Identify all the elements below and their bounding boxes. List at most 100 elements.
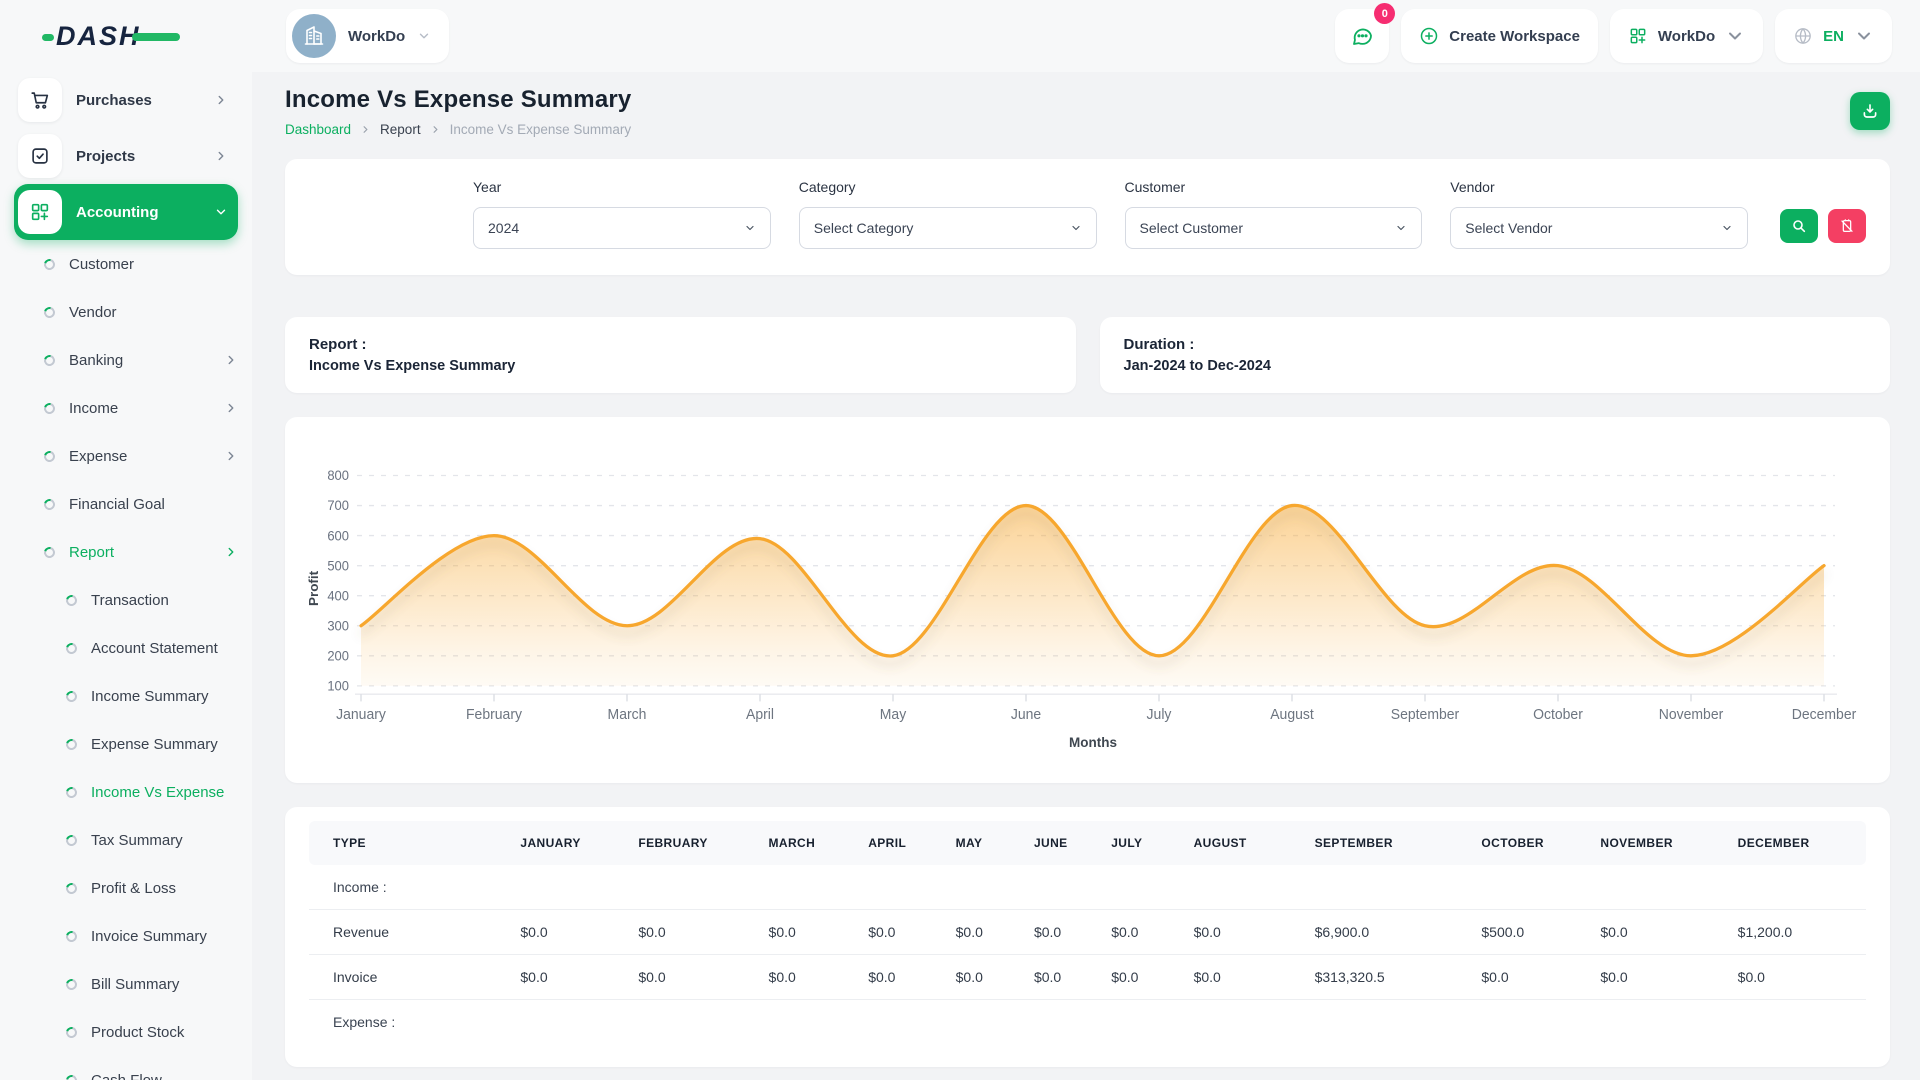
workspace-switcher-button[interactable]: WorkDo	[1609, 9, 1764, 63]
filter-fields: Year 2024 Category Select Category Customer S…	[473, 179, 1748, 249]
category-selected-value: Select Category	[813, 220, 914, 236]
messages-badge: 0	[1374, 3, 1396, 24]
svg-text:100: 100	[327, 678, 349, 693]
bullet-icon	[41, 448, 58, 464]
sidebar-item-label: Product Stock	[91, 1023, 185, 1041]
table-column-header: DECEMBER	[1729, 821, 1866, 865]
sidebar-item-account-statement[interactable]: Account Statement	[14, 624, 238, 672]
sidebar-item-label: Expense	[69, 447, 128, 465]
download-button[interactable]	[1850, 92, 1890, 130]
table-column-header: TYPE	[309, 821, 513, 865]
download-icon	[1863, 104, 1877, 118]
svg-text:300: 300	[327, 618, 349, 633]
apply-filter-button[interactable]	[1780, 209, 1818, 243]
language-selector[interactable]: EN	[1775, 9, 1892, 63]
sidebar-item-product-stock[interactable]: Product Stock	[14, 1008, 238, 1056]
chevron-right-icon	[360, 124, 371, 135]
svg-text:600: 600	[327, 528, 349, 543]
bullet-icon	[41, 256, 58, 272]
messages-button[interactable]: 0	[1335, 3, 1396, 63]
chevron-down-icon	[1721, 222, 1733, 234]
sidebar-item-accounting[interactable]: Accounting	[14, 184, 238, 240]
row-value: $0.0	[1592, 954, 1730, 1000]
sidebar-item-banking[interactable]: Banking	[14, 336, 238, 384]
svg-text:December: December	[1792, 707, 1857, 723]
sidebar-item-vendor[interactable]: Vendor	[14, 288, 238, 336]
svg-text:September: September	[1391, 707, 1460, 723]
sidebar-item-purchases[interactable]: Purchases	[14, 72, 238, 128]
row-value: $0.0	[1103, 909, 1186, 955]
year-label: Year	[473, 179, 502, 195]
filter-field-customer: Customer Select Customer	[1124, 179, 1423, 249]
sidebar-item-profit-loss[interactable]: Profit & Loss	[14, 864, 238, 912]
main-column: WorkDo 0 Create Workspace WorkDo	[252, 0, 1920, 1080]
sidebar-item-label: Vendor	[69, 303, 117, 321]
income-vs-expense-chart: 100 200 300 400 500 600 700 800 January February M…	[306, 468, 1857, 750]
sidebar-item-label: Transaction	[91, 591, 169, 609]
filter-card: Year 2024 Category Select Category Customer S…	[285, 159, 1890, 275]
sidebar-item-label: Tax Summary	[91, 831, 183, 849]
sidebar-item-label: Report	[69, 543, 115, 561]
sidebar-item-label: Bill Summary	[91, 975, 180, 993]
sidebar-item-income[interactable]: Income	[14, 384, 238, 432]
sidebar-item-income-summary[interactable]: Income Summary	[14, 672, 238, 720]
filter-field-year: Year 2024	[473, 179, 771, 249]
sidebar-item-invoice-summary[interactable]: Invoice Summary	[14, 912, 238, 960]
chevron-down-icon	[1725, 26, 1745, 46]
vendor-select[interactable]: Select Vendor	[1450, 207, 1748, 249]
table-column-header: JULY	[1103, 821, 1186, 865]
sidebar-item-expense[interactable]: Expense	[14, 432, 238, 480]
customer-select[interactable]: Select Customer	[1124, 207, 1423, 249]
bullet-icon	[63, 736, 80, 752]
globe-icon	[1793, 26, 1813, 46]
svg-text:Months: Months	[1069, 735, 1117, 750]
sidebar-item-projects[interactable]: Projects	[14, 128, 238, 184]
table-row: Revenue $0.0 $0.0 $0.0 $0.0 $0.0 $0.0 $0.0 $0.0 $…	[309, 909, 1866, 955]
sidebar-item-bill-summary[interactable]: Bill Summary	[14, 960, 238, 1008]
reset-filter-button[interactable]	[1828, 209, 1866, 243]
topbar: WorkDo 0 Create Workspace WorkDo	[252, 0, 1920, 72]
sidebar-item-label: Financial Goal	[69, 495, 165, 513]
sidebar-item-income-vs-expense[interactable]: Income Vs Expense	[14, 768, 238, 816]
report-summary-card: Report : Income Vs Expense Summary	[285, 317, 1076, 393]
language-label: EN	[1823, 27, 1844, 45]
svg-text:800: 800	[327, 468, 349, 483]
search-icon	[1793, 220, 1806, 233]
sidebar-item-cash-flow[interactable]: Cash Flow	[14, 1056, 238, 1080]
category-select[interactable]: Select Category	[798, 207, 1097, 249]
sidebar-item-customer[interactable]: Customer	[14, 240, 238, 288]
row-type: Invoice	[309, 954, 513, 1000]
chevron-down-icon	[1395, 222, 1407, 234]
summary-cards: Report : Income Vs Expense Summary Durat…	[285, 317, 1890, 393]
bullet-icon	[63, 592, 80, 608]
plus-circle-icon	[1419, 26, 1439, 46]
svg-text:October: October	[1533, 707, 1583, 723]
table-column-header: NOVEMBER	[1592, 821, 1730, 865]
table-column-header: MAY	[947, 821, 1026, 865]
create-workspace-button[interactable]: Create Workspace	[1401, 9, 1598, 63]
bullet-icon	[41, 352, 58, 368]
sidebar-nav: Purchases Projects Accounting Customer Vendo…	[14, 72, 238, 1080]
row-value: $0.0	[512, 954, 631, 1000]
workspace-selector[interactable]: WorkDo	[286, 9, 450, 63]
chevron-right-icon	[224, 545, 238, 559]
breadcrumb-report[interactable]: Report	[380, 122, 421, 137]
table-column-header: FEBRUARY	[630, 821, 761, 865]
row-value: $0.0	[1103, 954, 1186, 1000]
bullet-icon	[63, 928, 80, 944]
sidebar-item-transaction[interactable]: Transaction	[14, 576, 238, 624]
sidebar-item-label: Income Summary	[91, 687, 209, 705]
svg-text:400: 400	[327, 588, 349, 603]
row-value: $500.0	[1473, 909, 1593, 955]
year-select[interactable]: 2024	[473, 207, 771, 249]
table-section-row: Expense :	[309, 999, 1866, 1044]
sidebar-item-expense-summary[interactable]: Expense Summary	[14, 720, 238, 768]
sidebar-item-tax-summary[interactable]: Tax Summary	[14, 816, 238, 864]
filter-field-category: Category Select Category	[798, 179, 1097, 249]
sidebar-item-report[interactable]: Report	[14, 528, 238, 576]
sidebar-item-financial-goal[interactable]: Financial Goal	[14, 480, 238, 528]
breadcrumb-dashboard[interactable]: Dashboard	[285, 122, 352, 137]
logo-dash-accent	[42, 34, 54, 41]
sidebar-item-label: Income	[69, 399, 119, 417]
sidebar-item-label: Invoice Summary	[91, 927, 207, 945]
